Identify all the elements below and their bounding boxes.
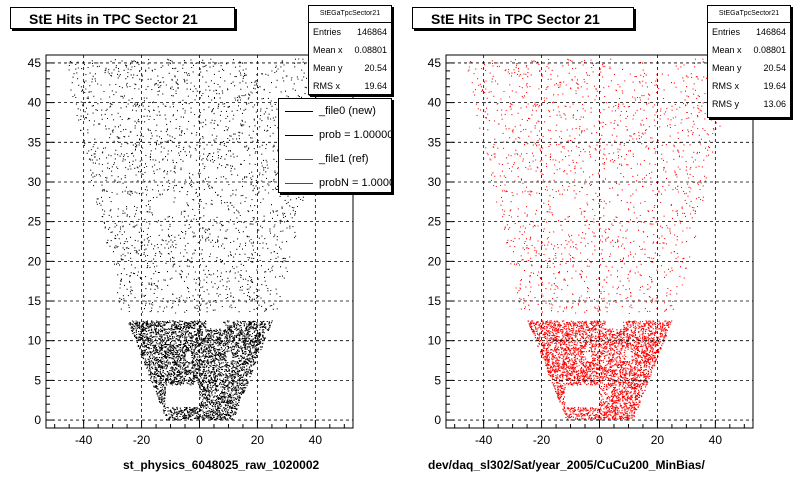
stats-row: Mean x 0.08801 xyxy=(712,45,786,55)
stats-title: StEGaTpcSector21 xyxy=(309,6,391,23)
stats-row: Mean y 20.54 xyxy=(313,63,387,73)
x-axis-label-left: st_physics_6048025_raw_1020002 xyxy=(123,458,320,472)
x-tick-label: 40 xyxy=(709,433,723,447)
y-tick-label: 15 xyxy=(428,294,442,308)
y-tick-label: 35 xyxy=(28,135,42,149)
chart-title-left: StE Hits in TPC Sector 21 xyxy=(10,7,235,29)
stats-row: Mean x 0.08801 xyxy=(313,45,387,55)
x-tick-label: -40 xyxy=(475,433,493,447)
stats-row: RMS y 13.06 xyxy=(712,99,786,109)
y-tick-label: 30 xyxy=(28,175,42,189)
y-tick-label: 5 xyxy=(434,373,441,387)
legend-line-swatch xyxy=(285,134,313,136)
stats-row: RMS x 19.64 xyxy=(712,81,786,91)
legend-line-swatch xyxy=(285,110,313,112)
scatter-plot-right: -40 -20 0 20 40 0 5 10 15 20 25 30 35 40 45 xyxy=(428,54,754,447)
y-tick-label: 0 xyxy=(34,413,41,427)
y-tick-label: 30 xyxy=(428,175,442,189)
y-tick-label: 40 xyxy=(28,96,42,110)
y-tick-label: 15 xyxy=(28,294,42,308)
y-tick-label: 45 xyxy=(28,56,42,70)
y-tick-label: 20 xyxy=(28,254,42,268)
x-tick-label: 20 xyxy=(651,433,665,447)
x-tick-label: -20 xyxy=(133,433,151,447)
legend-entry: _file1 (ref) xyxy=(279,147,391,171)
legend-line-swatch xyxy=(285,158,313,160)
x-tick-label: -40 xyxy=(75,433,93,447)
stats-box-left: StEGaTpcSector21 Entries 146864 Mean x 0.0… xyxy=(308,5,392,95)
stats-box-right: StEGaTpcSector21 Entries 146864 Mean x 0.0… xyxy=(707,5,791,118)
x-axis-label-right: dev/daq_sl302/Sat/year_2005/CuCu200_MinB… xyxy=(428,458,705,472)
legend-entry: prob = 1.000000 xyxy=(279,123,391,147)
y-tick-label: 25 xyxy=(428,215,442,229)
y-tick-label: 0 xyxy=(434,413,441,427)
y-tick-label: 45 xyxy=(428,56,442,70)
legend-box: _file0 (new) prob = 1.000000 _file1 (ref… xyxy=(278,98,392,193)
legend-entry: _file0 (new) xyxy=(279,99,391,123)
x-tick-label: -20 xyxy=(533,433,551,447)
x-tick-label: 20 xyxy=(251,433,265,447)
x-tick-label: 40 xyxy=(309,433,323,447)
y-tick-label: 25 xyxy=(28,215,42,229)
legend-line-swatch xyxy=(285,182,313,184)
stats-row: Entries 146864 xyxy=(712,27,786,37)
chart-title-right: StE Hits in TPC Sector 21 xyxy=(412,7,634,29)
stats-row: Entries 146864 xyxy=(313,27,387,37)
y-tick-label: 20 xyxy=(428,254,442,268)
y-tick-label: 10 xyxy=(28,334,42,348)
legend-entry: probN = 1.000000 xyxy=(279,171,391,192)
x-tick-label: 0 xyxy=(596,433,603,447)
y-tick-label: 40 xyxy=(428,96,442,110)
y-tick-label: 10 xyxy=(428,334,442,348)
stats-title: StEGaTpcSector21 xyxy=(708,6,790,23)
y-tick-label: 35 xyxy=(428,135,442,149)
y-tick-label: 5 xyxy=(34,373,41,387)
stats-row: RMS x 19.64 xyxy=(313,81,387,91)
x-tick-label: 0 xyxy=(196,433,203,447)
stats-row: Mean y 20.54 xyxy=(712,63,786,73)
